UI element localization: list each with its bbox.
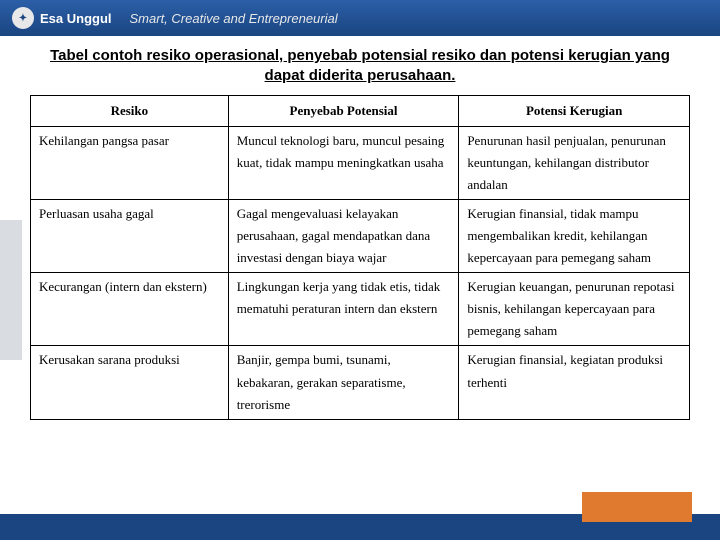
table-container: Resiko Penyebab Potensial Potensi Kerugi… [0,95,720,420]
table-row: Perluasan usaha gagalGagal mengevaluasi … [31,199,690,272]
col-header-resiko: Resiko [31,95,229,126]
table-row: Kerusakan sarana produksiBanjir, gempa b… [31,346,690,419]
table-cell: Kecurangan (intern dan ekstern) [31,273,229,346]
logo-icon: ✦ [12,7,34,29]
brand-name: Esa Unggul [40,11,112,26]
col-header-potensi: Potensi Kerugian [459,95,690,126]
decorative-stripe [0,220,22,360]
logo-block: ✦ Esa Unggul [12,7,112,29]
brand-header: ✦ Esa Unggul Smart, Creative and Entrepr… [0,0,720,36]
table-cell: Kerugian keuangan, penurunan repotasi bi… [459,273,690,346]
risk-table: Resiko Penyebab Potensial Potensi Kerugi… [30,95,690,420]
col-header-penyebab: Penyebab Potensial [228,95,459,126]
table-cell: Muncul teknologi baru, muncul pesaing ku… [228,126,459,199]
footer-accent [582,492,692,522]
table-cell: Penurunan hasil penjualan, penurunan keu… [459,126,690,199]
slide-title: Tabel contoh resiko operasional, penyeba… [40,46,680,87]
table-cell: Banjir, gempa bumi, tsunami, kebakaran, … [228,346,459,419]
table-cell: Kerugian finansial, kegiatan produksi te… [459,346,690,419]
table-cell: Kerusakan sarana produksi [31,346,229,419]
slide-title-wrap: Tabel contoh resiko operasional, penyeba… [0,36,720,95]
table-row: Kehilangan pangsa pasarMuncul teknologi … [31,126,690,199]
table-cell: Lingkungan kerja yang tidak etis, tidak … [228,273,459,346]
table-cell: Kerugian finansial, tidak mampu mengemba… [459,199,690,272]
table-cell: Kehilangan pangsa pasar [31,126,229,199]
table-row: Kecurangan (intern dan ekstern)Lingkunga… [31,273,690,346]
table-cell: Gagal mengevaluasi kelayakan perusahaan,… [228,199,459,272]
table-header-row: Resiko Penyebab Potensial Potensi Kerugi… [31,95,690,126]
table-cell: Perluasan usaha gagal [31,199,229,272]
brand-tagline: Smart, Creative and Entrepreneurial [130,11,338,26]
